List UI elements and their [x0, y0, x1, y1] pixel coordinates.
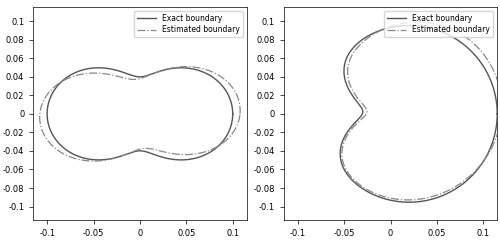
- Estimated boundary: [56, 81, 62, 84]
- Exact boundary: [416, 200, 422, 203]
- Exact boundary: [150, 153, 156, 155]
- Estimated boundary: [237, 112, 243, 115]
- Exact boundary: [230, 112, 235, 115]
- Exact boundary: [349, 93, 355, 96]
- Estimated boundary: [183, 65, 189, 68]
- Exact boundary: [57, 82, 63, 85]
- Line: Exact boundary: Exact boundary: [47, 68, 232, 160]
- Estimated boundary: [415, 21, 421, 24]
- Exact boundary: [144, 151, 150, 154]
- Line: Estimated boundary: Estimated boundary: [342, 22, 500, 200]
- Estimated boundary: [354, 95, 360, 98]
- Line: Exact boundary: Exact boundary: [340, 26, 497, 202]
- Estimated boundary: [367, 190, 373, 193]
- Legend: Exact boundary, Estimated boundary: Exact boundary, Estimated boundary: [134, 11, 242, 37]
- Exact boundary: [96, 158, 102, 161]
- Estimated boundary: [78, 73, 84, 76]
- Estimated boundary: [148, 147, 154, 150]
- Exact boundary: [96, 66, 102, 69]
- Estimated boundary: [144, 147, 150, 150]
- Estimated boundary: [345, 76, 351, 79]
- Legend: Exact boundary, Estimated boundary: Exact boundary, Estimated boundary: [384, 11, 494, 37]
- Estimated boundary: [480, 52, 486, 55]
- Estimated boundary: [237, 112, 243, 115]
- Exact boundary: [426, 198, 432, 201]
- Estimated boundary: [198, 67, 204, 70]
- Estimated boundary: [498, 112, 500, 115]
- Exact boundary: [366, 191, 372, 194]
- Exact boundary: [230, 112, 235, 115]
- Exact boundary: [74, 70, 80, 73]
- Estimated boundary: [120, 154, 126, 157]
- Estimated boundary: [498, 112, 500, 115]
- Exact boundary: [494, 112, 500, 115]
- Exact boundary: [120, 154, 126, 157]
- Estimated boundary: [416, 198, 422, 201]
- Exact boundary: [474, 56, 480, 59]
- Exact boundary: [494, 112, 500, 115]
- Exact boundary: [341, 74, 347, 76]
- Exact boundary: [196, 69, 202, 72]
- Exact boundary: [406, 201, 412, 204]
- Exact boundary: [406, 24, 412, 27]
- Line: Estimated boundary: Estimated boundary: [40, 67, 240, 161]
- Estimated boundary: [90, 160, 96, 162]
- Estimated boundary: [426, 196, 432, 199]
- Estimated boundary: [404, 198, 410, 201]
